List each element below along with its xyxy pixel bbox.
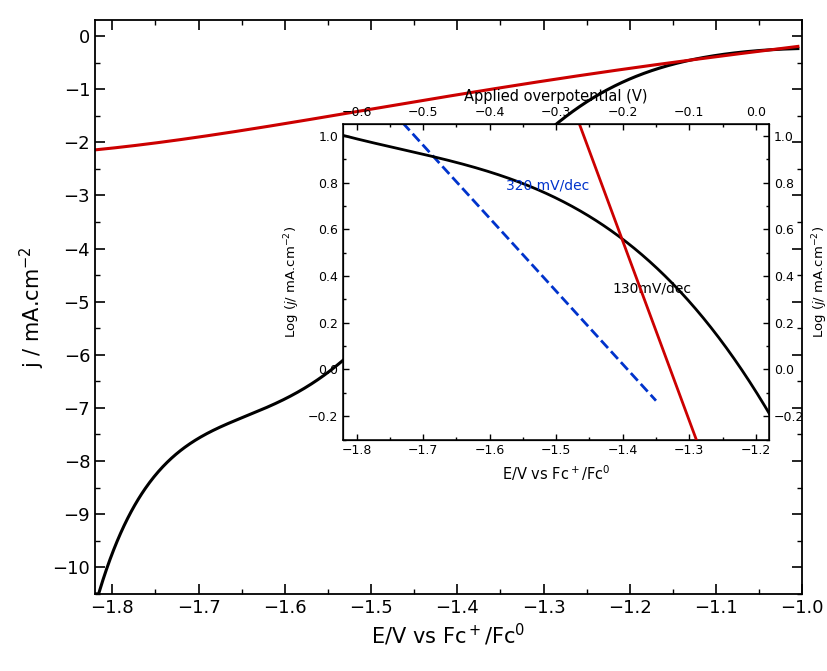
- X-axis label: Applied overpotential (V): Applied overpotential (V): [465, 89, 648, 104]
- X-axis label: E/V vs Fc$^+$/Fc$^0$: E/V vs Fc$^+$/Fc$^0$: [371, 622, 526, 648]
- Text: 320 mV/dec: 320 mV/dec: [506, 178, 590, 193]
- Y-axis label: Log ($j$/ mA.cm$^{-2}$): Log ($j$/ mA.cm$^{-2}$): [283, 225, 303, 338]
- Y-axis label: Log ($j$/ mA.cm$^{-2}$): Log ($j$/ mA.cm$^{-2}$): [810, 225, 827, 338]
- X-axis label: E/V vs Fc$^+$/Fc$^0$: E/V vs Fc$^+$/Fc$^0$: [502, 463, 610, 482]
- Text: 130mV/dec: 130mV/dec: [613, 281, 691, 295]
- Y-axis label: j / mA.cm$^{-2}$: j / mA.cm$^{-2}$: [17, 246, 47, 368]
